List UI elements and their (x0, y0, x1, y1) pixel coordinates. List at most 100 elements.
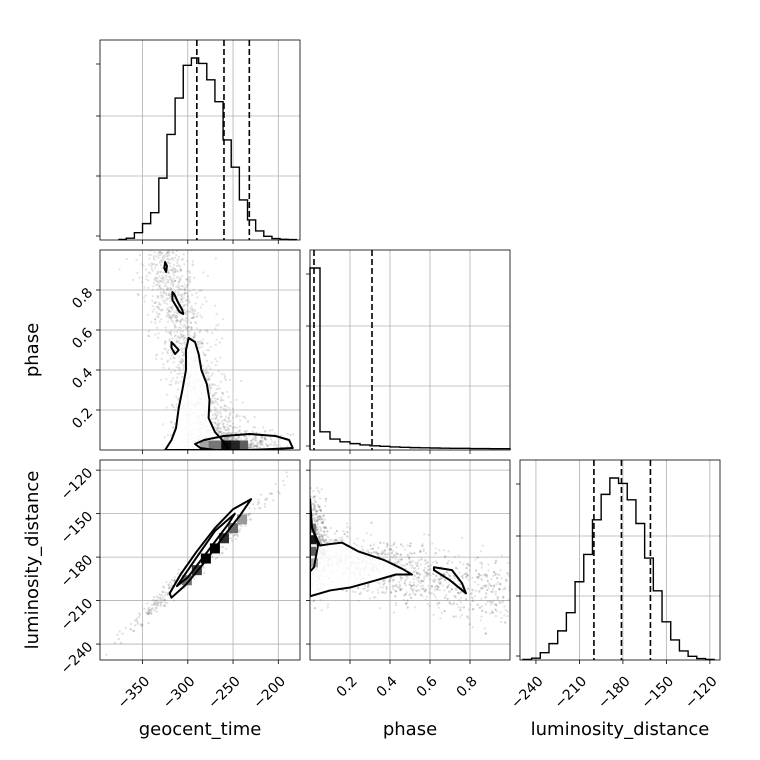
scatter-point (150, 320, 153, 323)
scatter-point (178, 279, 181, 282)
scatter-point (229, 455, 231, 457)
scatter-point (177, 568, 180, 571)
scatter-point (320, 535, 323, 538)
scatter-point (153, 301, 156, 304)
scatter-point (178, 372, 181, 375)
scatter-point (361, 548, 364, 551)
scatter-point (443, 609, 446, 613)
scatter-point (423, 590, 427, 593)
scatter-point (357, 586, 360, 590)
scatter-point (496, 581, 500, 584)
scatter-point (185, 326, 188, 329)
scatter-point (343, 533, 346, 536)
scatter-point (193, 331, 197, 335)
scatter-point (498, 573, 501, 577)
scatter-point (375, 551, 378, 554)
scatter-point (394, 555, 398, 558)
scatter-point (160, 357, 163, 360)
scatter-point (210, 417, 214, 420)
scatter-point (462, 606, 466, 609)
scatter-point (167, 584, 171, 587)
scatter-point (316, 520, 319, 523)
histogram-step-geocent_time (118, 57, 298, 241)
scatter-point (135, 258, 138, 262)
scatter-point (166, 286, 169, 290)
scatter-point (494, 572, 497, 575)
scatter-point (425, 574, 429, 577)
scatter-point (492, 584, 496, 587)
scatter-point (462, 606, 466, 609)
scatter-point (403, 594, 406, 597)
scatter-point (434, 578, 438, 581)
scatter-point (467, 617, 470, 620)
scatter-point (366, 585, 370, 588)
scatter-point (227, 426, 230, 429)
x-axis-label-geocent-time: geocent_time (139, 719, 262, 740)
scatter-point (273, 440, 277, 443)
scatter-point (182, 353, 185, 357)
scatter-point (438, 582, 442, 585)
scatter-point (484, 592, 488, 595)
scatter-point (164, 348, 167, 351)
scatter-point (480, 587, 483, 590)
scatter-point (215, 397, 219, 401)
scatter-point (223, 377, 227, 380)
scatter-point (316, 517, 319, 520)
scatter-point (177, 285, 180, 289)
scatter-point (311, 513, 314, 516)
scatter-point (408, 561, 411, 564)
scatter-point (174, 314, 177, 317)
scatter-point (491, 611, 495, 614)
scatter-point (174, 382, 177, 385)
scatter-point (367, 584, 370, 587)
scatter-point (285, 471, 288, 474)
scatter-point (163, 594, 167, 597)
scatter-point (225, 429, 228, 432)
scatter-point (491, 588, 495, 591)
scatter-point (324, 500, 327, 503)
scatter-point (152, 285, 155, 288)
scatter-point (252, 442, 255, 445)
scatter-point (168, 310, 171, 313)
scatter-point (421, 595, 424, 598)
scatter-point (471, 597, 474, 600)
scatter-point (457, 554, 460, 557)
scatter-point (319, 527, 322, 530)
scatter-point (485, 584, 488, 587)
scatter-point (454, 587, 457, 590)
scatter-point (192, 264, 195, 267)
scatter-point (252, 436, 255, 440)
scatter-point (319, 539, 322, 542)
scatter-point (500, 616, 503, 620)
scatter-point (227, 395, 230, 399)
scatter-point (399, 576, 403, 579)
scatter-point (206, 329, 209, 332)
scatter-point (235, 415, 238, 418)
scatter-point (221, 432, 224, 435)
scatter-point (172, 356, 175, 360)
scatter-point (207, 371, 210, 374)
scatter-point (161, 590, 165, 593)
scatter-point (381, 551, 384, 554)
scatter-point (254, 437, 257, 440)
scatter-point (428, 587, 431, 590)
scatter-point (205, 300, 208, 303)
scatter-point (168, 292, 171, 295)
scatter-point (189, 278, 192, 281)
scatter-point (434, 552, 437, 555)
scatter-point (322, 520, 325, 523)
scatter-point (438, 601, 441, 604)
scatter-point (223, 419, 226, 422)
scatter-point (315, 528, 319, 531)
scatter-point (249, 446, 252, 449)
scatter-point (165, 243, 167, 245)
scatter-point (156, 283, 159, 287)
scatter-point (158, 279, 161, 283)
scatter-point (443, 579, 447, 582)
scatter-point (419, 593, 423, 596)
scatter-point (192, 316, 195, 319)
scatter-point (116, 633, 119, 636)
scatter-point (390, 544, 393, 547)
scatter-point (165, 580, 168, 584)
scatter-point (199, 329, 202, 332)
